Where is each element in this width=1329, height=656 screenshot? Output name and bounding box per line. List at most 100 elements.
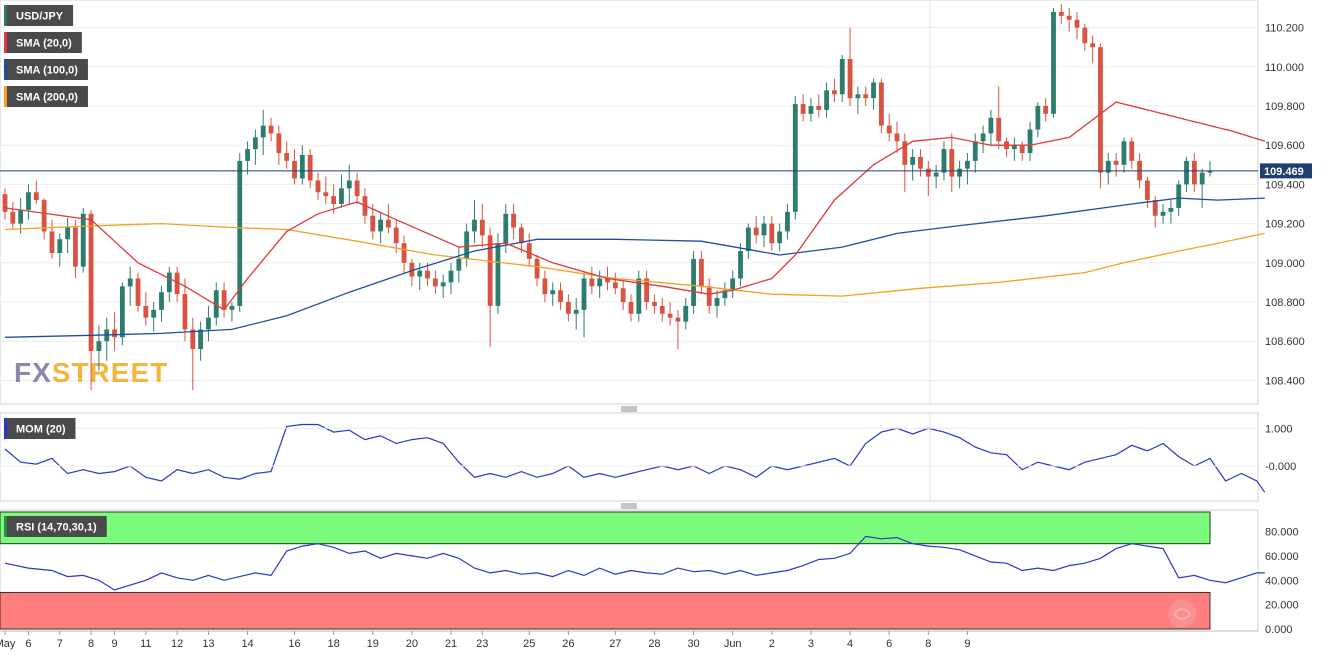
candle-body (769, 223, 775, 244)
candle-body (878, 82, 884, 126)
candle-body (393, 227, 399, 244)
candle-body (738, 251, 743, 279)
legend-color-swatch (4, 516, 7, 537)
candle-body (49, 231, 55, 253)
candle-body (2, 194, 8, 212)
candle-body (855, 94, 861, 99)
candle-body (949, 149, 955, 177)
legend-color-swatch (4, 32, 7, 53)
candle-body (792, 104, 798, 212)
candle-body (260, 125, 266, 138)
price-y-tick: 109.000 (1265, 258, 1305, 270)
candle-body (307, 155, 313, 181)
candle-body (839, 58, 845, 95)
price-y-tick: 109.200 (1265, 219, 1305, 231)
candle-body (1199, 172, 1205, 185)
candle-body (245, 149, 250, 161)
candle-body (1160, 211, 1166, 216)
x-tick-label: Jun (724, 638, 742, 650)
rsi-y-axis: 80.000 60.000 40.000 20.000 0.000 (1265, 527, 1299, 637)
candle-body (1082, 27, 1088, 44)
candle-body (1066, 15, 1072, 20)
candle-body (323, 192, 329, 197)
candle-body (1058, 11, 1064, 16)
candle-body (526, 243, 532, 259)
candle-body (863, 94, 869, 99)
x-tick-label: 4 (847, 638, 853, 650)
candle-body (1027, 129, 1033, 154)
x-tick-label: 6 (25, 638, 31, 650)
momentum-legend[interactable]: MOM (20) (4, 418, 76, 439)
candle-body (652, 302, 657, 306)
candle-body (33, 192, 39, 201)
last-price-tag-bg (1260, 163, 1312, 179)
panel-resize-handle-2[interactable] (621, 503, 637, 509)
rsi-oversold-zone (0, 591, 1211, 630)
candle-body (229, 305, 235, 310)
candle-body (871, 82, 876, 99)
x-tick-label: 11 (140, 638, 151, 650)
sma-100-line (4, 197, 1265, 338)
candle-body (370, 215, 376, 232)
candle-body (683, 305, 689, 322)
candle-body (26, 192, 31, 210)
legend-box[interactable] (4, 516, 107, 537)
candle-body (565, 302, 571, 314)
candle-body (1074, 19, 1080, 28)
candle-body (1191, 160, 1197, 185)
candle-body (902, 141, 908, 165)
candle-body (1043, 106, 1049, 114)
candle-body (722, 290, 728, 299)
candle-body (190, 329, 196, 350)
candle-body (276, 133, 282, 154)
candle-body (933, 172, 939, 177)
candle-body (1144, 180, 1150, 201)
candle-body (581, 278, 587, 310)
candle-body (472, 219, 477, 232)
candle-body (174, 272, 180, 295)
price-y-tick: 110.200 (1265, 23, 1304, 35)
candle-body (135, 278, 141, 306)
legend-label: SMA (20,0) (16, 38, 72, 50)
x-tick-label: 8 (88, 638, 94, 650)
candle-body (1168, 207, 1174, 212)
rsi-y-tick: 80.000 (1265, 527, 1299, 539)
candle-body (1019, 145, 1025, 154)
candle-body (73, 227, 78, 267)
legend-box[interactable] (4, 32, 82, 53)
candle-body (894, 133, 900, 142)
candle-body (558, 290, 563, 302)
legend-label: SMA (200,0) (16, 92, 78, 104)
legend-label: SMA (100,0) (16, 65, 78, 77)
legend-box[interactable] (4, 5, 74, 26)
x-tick-label: 23 (476, 638, 488, 650)
candle-body (925, 168, 931, 177)
price-legend[interactable]: USD/JPY SMA (20,0) SMA (100,0) SMA (200,0) (4, 5, 88, 107)
candle-body (440, 282, 446, 287)
legend-box[interactable] (4, 86, 88, 107)
candle-body (487, 235, 493, 306)
legend-box[interactable] (4, 59, 88, 80)
candle-body (182, 294, 188, 330)
candle-body (816, 106, 822, 110)
candle-body (620, 288, 626, 302)
candle-body (57, 239, 63, 253)
price-y-tick: 109.400 (1265, 179, 1305, 191)
x-tick-label: 7 (57, 638, 63, 650)
momentum-y-tick: 1.000 (1265, 423, 1293, 435)
candle-body (1090, 43, 1096, 48)
candle-body (980, 133, 986, 142)
legend-color-swatch (4, 5, 7, 26)
candle-body (143, 305, 149, 318)
candle-body (589, 278, 595, 287)
candle-body (96, 341, 102, 351)
rsi-legend[interactable]: RSI (14,70,30,1) (4, 516, 107, 537)
last-price-value: 109.469 (1264, 166, 1304, 178)
x-tick-label: 3 (808, 638, 814, 650)
legend-box[interactable] (4, 418, 76, 439)
panel-resize-handle-1[interactable] (621, 406, 637, 412)
candle-body (706, 286, 712, 306)
candle-body (151, 309, 157, 318)
x-tick-label: 26 (562, 638, 574, 650)
